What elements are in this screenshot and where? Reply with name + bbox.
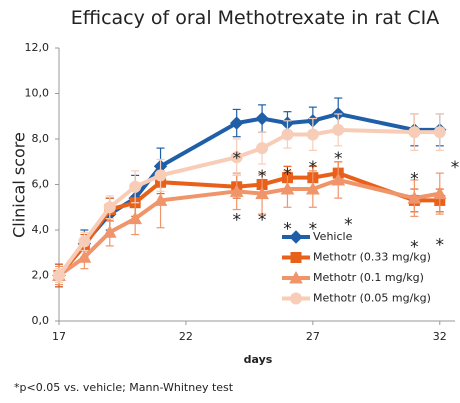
annotation: * bbox=[258, 167, 267, 187]
annotation: * bbox=[436, 235, 445, 255]
legend-marker bbox=[289, 270, 303, 284]
annotation: * bbox=[309, 158, 318, 178]
annotation: * bbox=[451, 158, 460, 178]
legend-marker bbox=[289, 230, 303, 244]
annotation: * bbox=[232, 210, 241, 230]
y-tick-label: 8,0 bbox=[32, 132, 50, 145]
legend-label: Methotr (0.05 mg/kg) bbox=[313, 292, 431, 305]
annotation: * bbox=[410, 169, 419, 189]
point bbox=[256, 142, 269, 155]
annotation: * bbox=[334, 149, 343, 169]
point bbox=[432, 186, 447, 200]
y-tick-label: 0,0 bbox=[32, 314, 50, 327]
point bbox=[255, 111, 269, 126]
point bbox=[53, 269, 65, 282]
x-tick-label: 32 bbox=[433, 330, 447, 343]
legend-marker bbox=[290, 292, 302, 305]
y-axis-label: Clinical score bbox=[10, 132, 29, 238]
annotation: * bbox=[258, 210, 267, 230]
annotation: * bbox=[309, 219, 318, 239]
y-tick-label: 2,0 bbox=[32, 269, 50, 282]
point bbox=[102, 225, 117, 238]
point bbox=[281, 128, 294, 141]
x-axis-label: days bbox=[244, 353, 273, 366]
legend-label: Methotr (0.33 mg/kg) bbox=[313, 251, 431, 264]
point bbox=[153, 193, 168, 206]
legend-label: Vehicle bbox=[313, 230, 353, 243]
x-tick-label: 22 bbox=[179, 330, 193, 343]
y-tick-label: 12,0 bbox=[25, 41, 50, 54]
point bbox=[306, 182, 320, 195]
point bbox=[129, 180, 142, 193]
annotation: * bbox=[283, 219, 292, 239]
point bbox=[229, 116, 244, 130]
point bbox=[154, 169, 167, 182]
y-tick-label: 10,0 bbox=[25, 87, 50, 100]
point bbox=[77, 250, 92, 263]
point bbox=[128, 211, 142, 225]
footnote: *p<0.05 vs. vehicle; Mann-Whitney test bbox=[14, 381, 234, 394]
point bbox=[230, 151, 243, 164]
point bbox=[407, 191, 422, 204]
point bbox=[229, 184, 244, 197]
point bbox=[78, 235, 91, 248]
legend-label: Methotr (0.1 mg/kg) bbox=[313, 271, 424, 284]
y-tick-label: 4,0 bbox=[32, 223, 50, 236]
x-tick-label: 17 bbox=[52, 330, 66, 343]
annotation: * bbox=[410, 238, 419, 258]
point bbox=[331, 172, 346, 186]
point bbox=[255, 186, 269, 200]
point bbox=[280, 182, 295, 195]
x-tick-label: 27 bbox=[306, 330, 320, 343]
point bbox=[103, 201, 116, 214]
point bbox=[408, 126, 421, 139]
annotation: * bbox=[283, 165, 292, 185]
annotation: * bbox=[232, 149, 241, 169]
y-tick-label: 6,0 bbox=[32, 178, 50, 191]
series-line bbox=[57, 127, 440, 277]
point bbox=[306, 128, 319, 141]
legend-marker bbox=[290, 252, 302, 263]
point bbox=[433, 126, 446, 139]
point bbox=[332, 123, 345, 136]
annotation: * bbox=[344, 215, 353, 235]
chart-title: Efficacy of oral Methotrexate in rat CIA bbox=[70, 7, 440, 29]
